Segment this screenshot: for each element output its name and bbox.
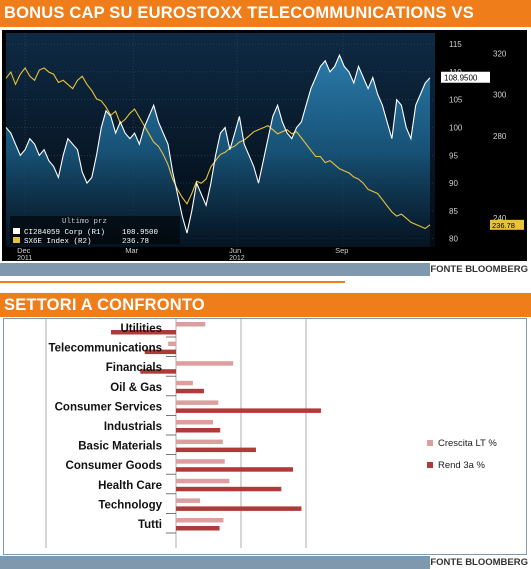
x-tick-label: Dec bbox=[17, 246, 31, 255]
bar-crescita bbox=[176, 361, 234, 366]
sector-bar-chart-panel: Utilities Telecommunications Financials Oil… bbox=[3, 318, 527, 555]
bonus-cap-line bbox=[5, 53, 431, 234]
legend-swatch-rend bbox=[427, 462, 433, 468]
bar-crescita bbox=[168, 341, 176, 347]
bar-crescita bbox=[176, 518, 224, 523]
bar-crescita bbox=[176, 498, 201, 503]
bar-rend bbox=[176, 408, 321, 413]
section-divider bbox=[0, 281, 345, 283]
y-right-tick-label: 320 bbox=[493, 50, 507, 59]
bar-rend bbox=[176, 486, 282, 492]
y-left-tick-label: 90 bbox=[449, 179, 458, 188]
y-left-tick-label: 85 bbox=[449, 207, 458, 216]
legend-swatch-crescita bbox=[427, 440, 433, 446]
bar-crescita bbox=[176, 459, 225, 464]
legend-label-rend: Rend 3a % bbox=[438, 460, 486, 471]
source-bar-fill bbox=[0, 556, 430, 569]
bar-crescita bbox=[176, 380, 193, 386]
category-label: Financials bbox=[106, 362, 162, 374]
bar-crescita bbox=[176, 439, 223, 445]
legend-swatch-index bbox=[13, 237, 20, 243]
x-tick-label: Sep bbox=[335, 246, 348, 255]
bar-rend bbox=[176, 506, 302, 511]
last-value-label-index: 236.78 bbox=[492, 221, 515, 230]
category-label: Utilities bbox=[120, 323, 162, 335]
y-left-tick-label: 105 bbox=[449, 96, 463, 105]
source-label: FONTE BLOOMBERG bbox=[430, 264, 528, 275]
category-label: Industrials bbox=[104, 421, 162, 433]
bar-rend bbox=[176, 467, 293, 472]
y-left-tick-label: 115 bbox=[449, 40, 462, 49]
y-left-tick-label: 100 bbox=[449, 123, 463, 132]
source-bar: FONTE BLOOMBERG bbox=[0, 263, 531, 276]
x-tick-label: Mar bbox=[125, 246, 138, 255]
x-tick-sublabel: 2011 bbox=[17, 255, 32, 261]
x-tick-sublabel: 2012 bbox=[229, 255, 245, 261]
chart-title-banner: BONUS CAP SU EUROSTOXX TELECOMMUNICATION… bbox=[0, 0, 531, 49]
bar-rend bbox=[144, 349, 176, 355]
bar-rend bbox=[176, 388, 204, 394]
category-label: Telecommunications bbox=[48, 343, 162, 355]
bar-rend bbox=[140, 369, 176, 374]
last-value-tag-index bbox=[490, 219, 524, 230]
source-bar-fill bbox=[0, 263, 430, 276]
sx6e-index-line bbox=[5, 67, 431, 230]
bar-rend bbox=[176, 447, 256, 453]
last-value-label-bonus: 108.9500 bbox=[444, 74, 478, 83]
legend-value-bonus: 108.9500 bbox=[122, 229, 159, 237]
bar-crescita bbox=[176, 478, 230, 484]
legend-swatch-bonus bbox=[13, 228, 20, 234]
category-label: Health Care bbox=[98, 480, 162, 492]
category-label: Technology bbox=[98, 499, 162, 511]
y-left-tick-label: 80 bbox=[449, 235, 458, 244]
legend-header: Ultimo prz bbox=[62, 218, 107, 226]
category-label: Consumer Services bbox=[55, 401, 162, 413]
y-right-tick-label: 240 bbox=[493, 214, 507, 223]
bar-rend bbox=[176, 526, 220, 531]
category-label: Tutti bbox=[138, 519, 162, 531]
section-title-banner: SETTORI A CONFRONTO bbox=[0, 293, 531, 317]
bar-legend: Crescita LT % Rend 3a % bbox=[427, 438, 497, 471]
source-bar-bottom: FONTE BLOOMBERG bbox=[0, 556, 531, 569]
bar-crescita bbox=[176, 400, 219, 405]
bar-crescita bbox=[176, 322, 206, 327]
chart-legend: Ultimo prz CI284059 Corp (R1) 108.9500 S… bbox=[10, 216, 180, 246]
bonus-cap-area bbox=[6, 55, 430, 248]
legend-label-bonus: CI284059 Corp (R1) bbox=[24, 229, 105, 237]
legend-label-index: SX6E Index (R2) bbox=[24, 238, 92, 246]
category-label: Oil & Gas bbox=[110, 382, 162, 394]
bar-crescita bbox=[176, 420, 214, 425]
source-label-bottom: FONTE BLOOMBERG bbox=[430, 557, 528, 568]
legend-label-crescita: Crescita LT % bbox=[438, 438, 497, 449]
legend-value-index: 236.78 bbox=[122, 238, 149, 246]
bar-rend bbox=[176, 428, 221, 433]
x-tick-label: Jun bbox=[229, 246, 241, 255]
y-right-tick-label: 280 bbox=[493, 132, 507, 141]
category-label: Basic Materials bbox=[78, 441, 162, 453]
category-label: Consumer Goods bbox=[66, 460, 162, 472]
sector-bar-chart: Utilities Telecommunications Financials Oil… bbox=[45, 319, 497, 548]
y-left-tick-label: 95 bbox=[449, 151, 458, 160]
y-right-tick-label: 300 bbox=[493, 91, 507, 100]
bar-rend bbox=[111, 330, 176, 335]
last-value-tag-bonus bbox=[441, 71, 490, 83]
